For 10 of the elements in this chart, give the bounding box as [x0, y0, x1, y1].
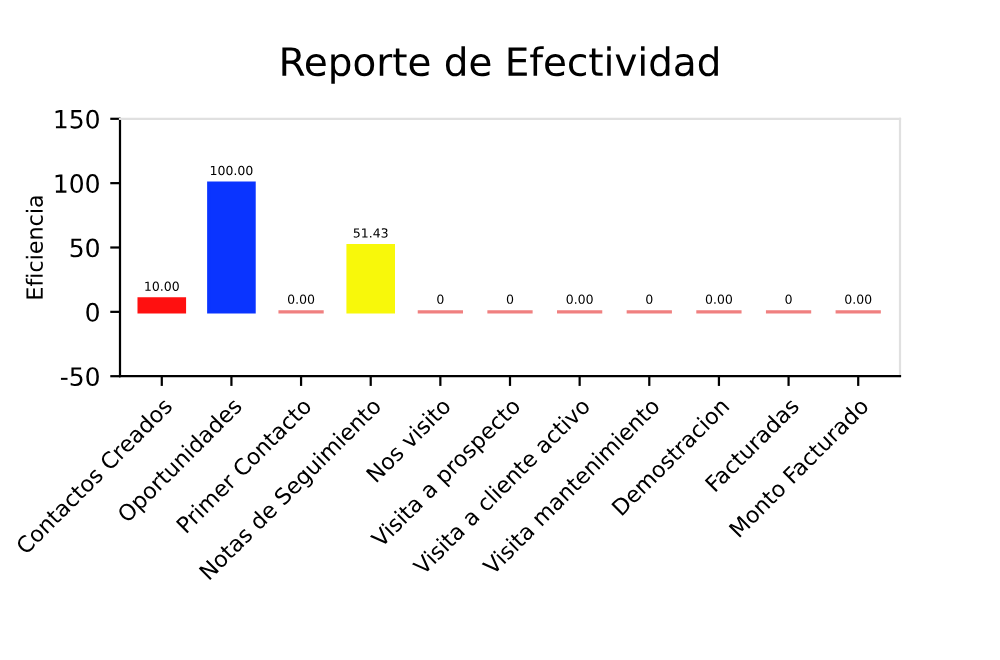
y-axis-title: Eficiencia	[25, 196, 43, 299]
bar	[137, 297, 187, 314]
y-tick-label: 150	[55, 109, 99, 129]
y-tick-label: -50	[60, 367, 99, 387]
y-tick-label: 50	[70, 238, 99, 258]
bar	[346, 243, 396, 314]
y-tick-label: 0	[86, 302, 99, 322]
bar	[207, 181, 256, 314]
chart-title: Reporte de Efectividad	[282, 46, 718, 84]
y-tick-label: 100	[55, 174, 99, 193]
